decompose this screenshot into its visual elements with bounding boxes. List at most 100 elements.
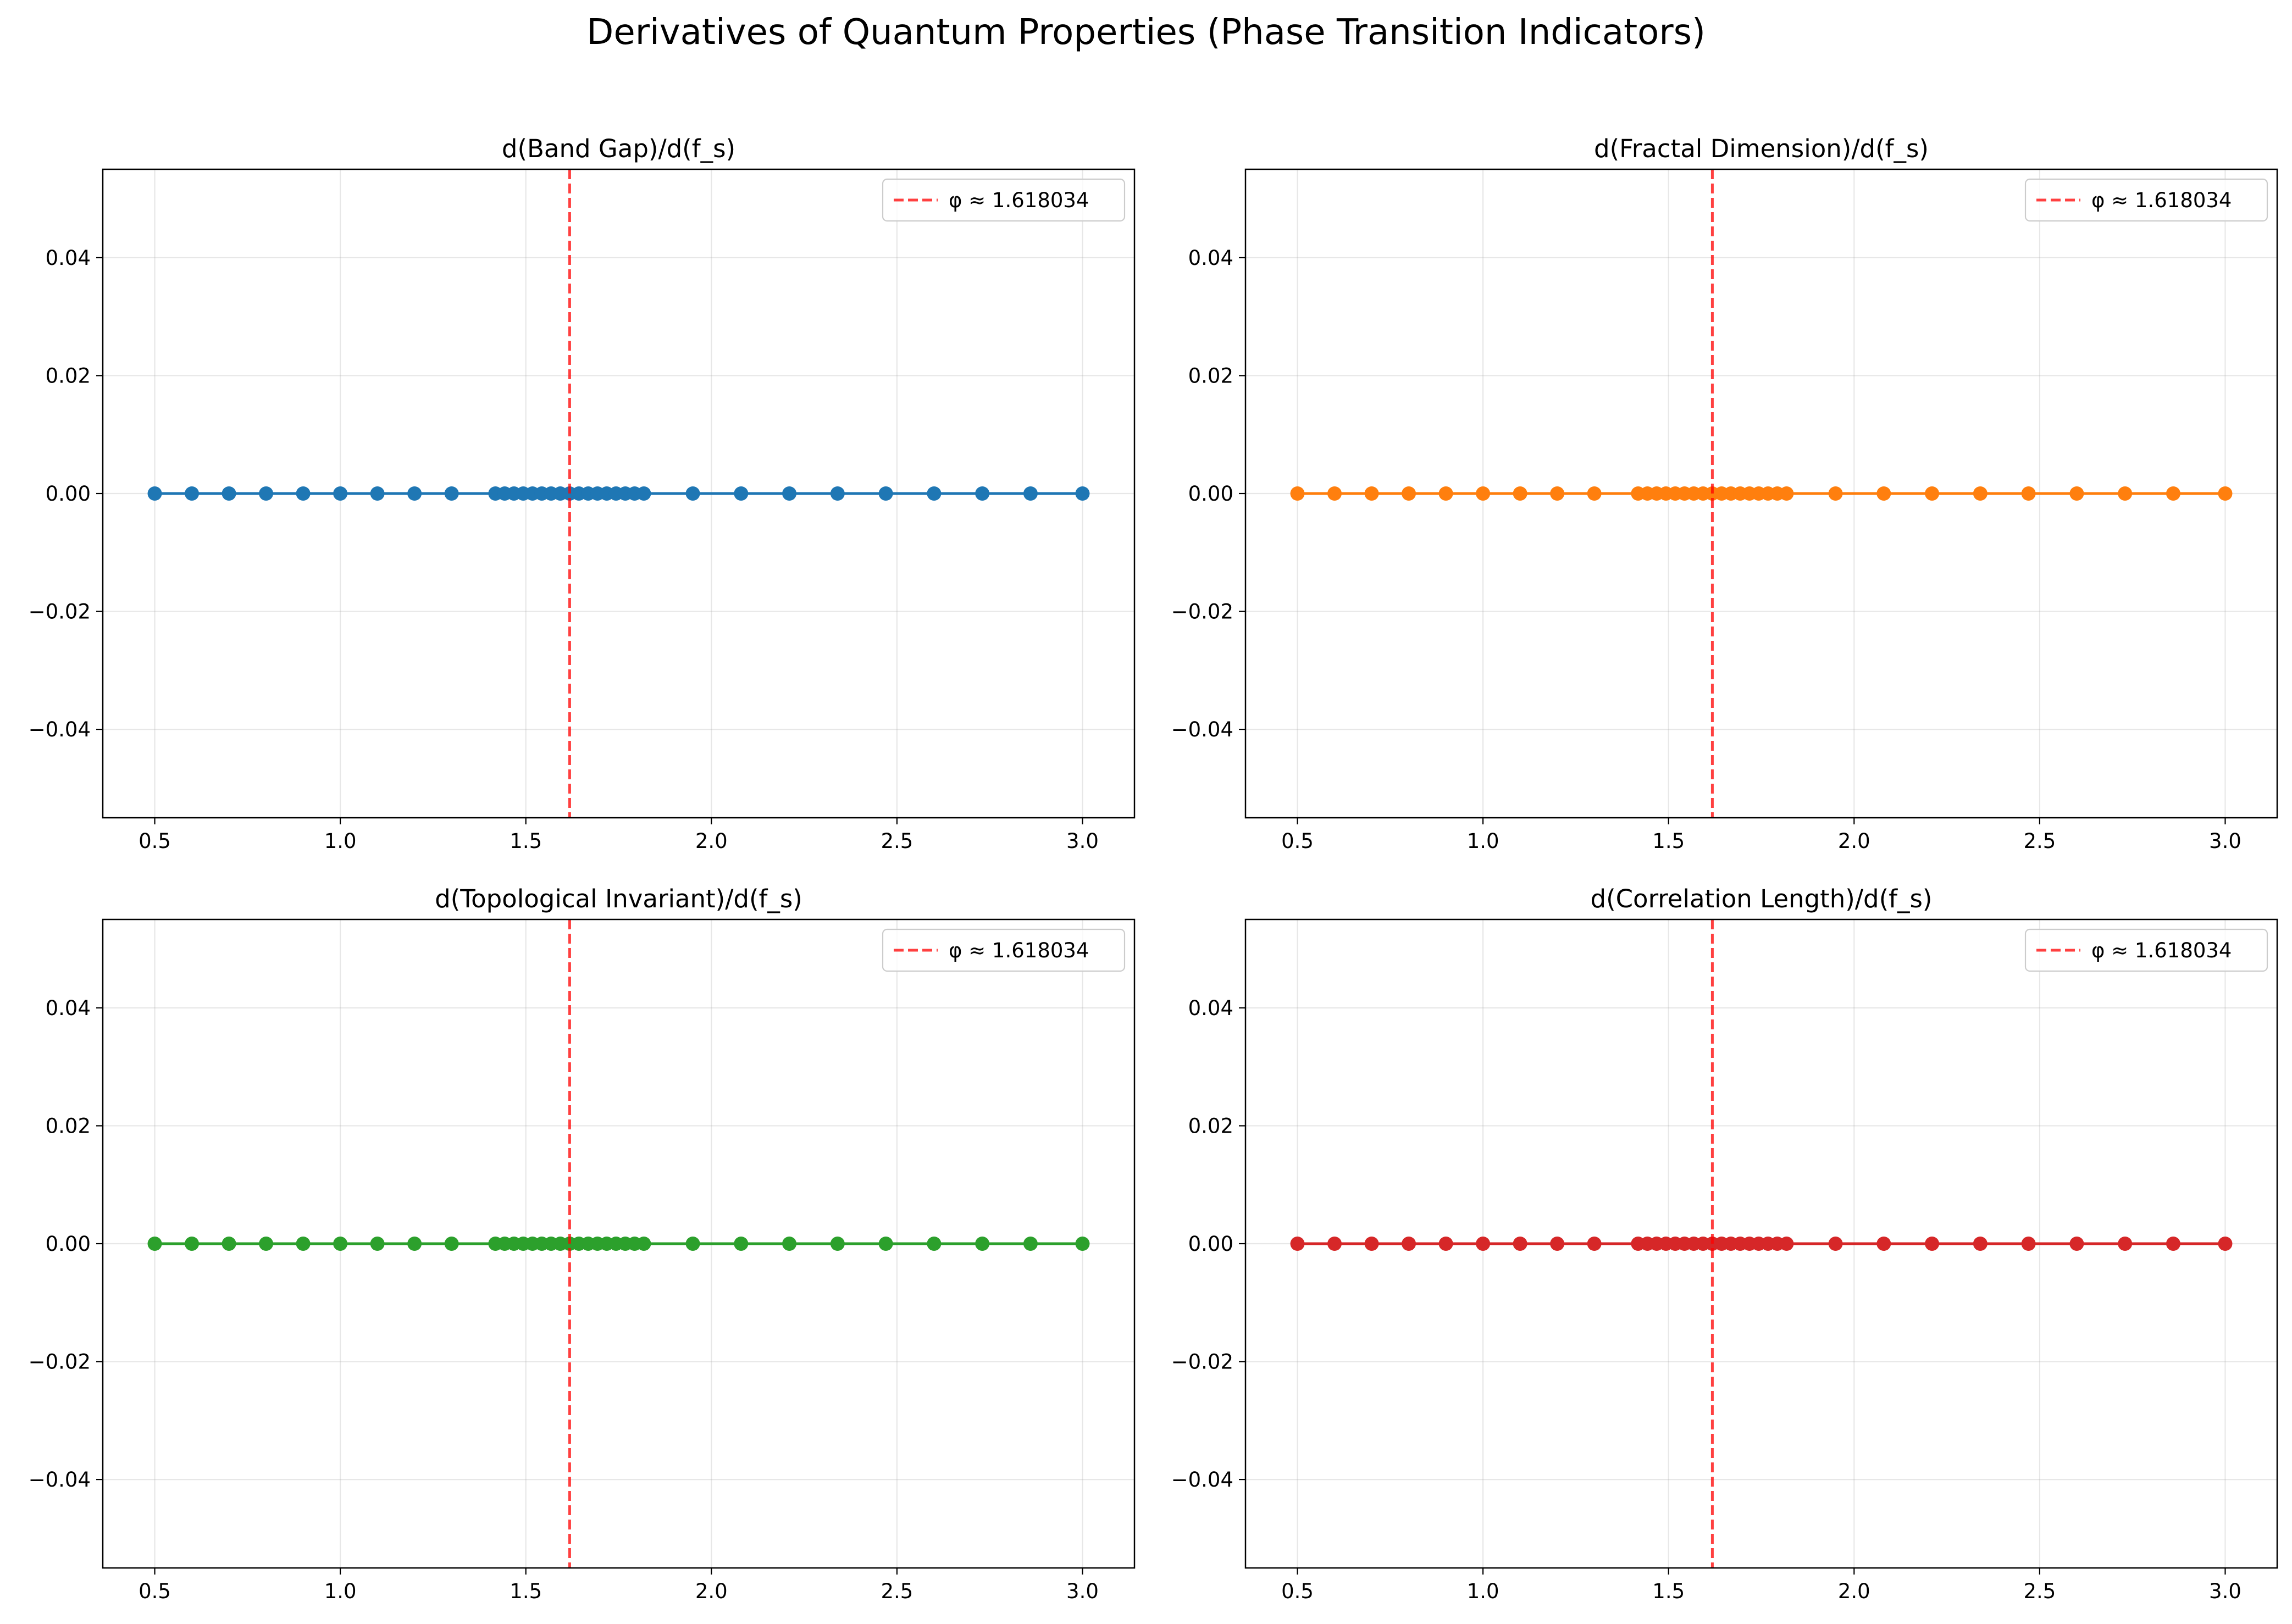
- x-tick-label: 2.5: [2023, 1579, 2056, 1603]
- x-tick-label: 1.0: [324, 1579, 357, 1603]
- x-tick-label: 1.0: [324, 829, 357, 853]
- x-tick-label: 2.5: [881, 829, 913, 853]
- data-point: [1779, 486, 1794, 501]
- data-point: [296, 486, 311, 501]
- data-point: [185, 1237, 200, 1251]
- data-point: [1587, 1237, 1602, 1251]
- data-point: [1779, 1237, 1794, 1251]
- data-point: [407, 486, 422, 501]
- data-point: [685, 486, 700, 501]
- data-point: [830, 486, 845, 501]
- data-point: [1876, 1237, 1891, 1251]
- data-point: [333, 1237, 348, 1251]
- data-point: [1925, 1237, 1940, 1251]
- data-point: [636, 486, 651, 501]
- data-point: [1290, 486, 1305, 501]
- data-point: [2218, 486, 2233, 501]
- y-tick-label: 0.02: [46, 364, 91, 387]
- x-tick-label: 2.0: [695, 829, 728, 853]
- data-point: [2166, 486, 2180, 501]
- x-tick-label: 2.5: [2023, 829, 2056, 853]
- subplot-3: 0.5 1.0 1.5 2.0 2.5 3.0 0.04 0.02 0.00 −0.02 −0.04…: [29, 884, 1136, 1603]
- x-tick-label: 3.0: [1066, 1579, 1099, 1603]
- data-point: [1364, 1237, 1379, 1251]
- data-point: [1828, 1237, 1843, 1251]
- legend: φ ≈ 1.618034: [882, 928, 1126, 972]
- data-point: [734, 1237, 749, 1251]
- legend-box: [882, 178, 1126, 222]
- x-tick-label: 0.5: [139, 1579, 171, 1603]
- data-point: [1327, 1237, 1342, 1251]
- data-point: [782, 1237, 797, 1251]
- legend-label: φ ≈ 1.618034: [2091, 189, 2232, 212]
- axes-frame: [102, 918, 1136, 1569]
- axes-frame: [1244, 168, 2278, 819]
- y-tick-label: −0.04: [1171, 718, 1233, 741]
- y-tick-label: 0.02: [1188, 1114, 1233, 1138]
- data-point: [222, 1237, 236, 1251]
- y-tick-label: 0.04: [1188, 246, 1233, 270]
- data-point: [370, 1237, 385, 1251]
- data-point: [1023, 486, 1038, 501]
- data-point: [636, 1237, 651, 1251]
- y-tick-label: 0.04: [46, 996, 91, 1020]
- axes-frame: [1244, 918, 2278, 1569]
- data-point: [782, 486, 797, 501]
- x-tick-label: 1.0: [1467, 1579, 1499, 1603]
- y-tick-label: −0.04: [29, 1468, 91, 1492]
- x-tick-label: 2.0: [1838, 829, 1870, 853]
- data-point: [147, 486, 162, 501]
- data-point: [2069, 1237, 2084, 1251]
- y-tick-label: 0.00: [46, 482, 91, 506]
- y-tick-label: −0.04: [1171, 1468, 1233, 1492]
- y-tick-label: 0.04: [1188, 996, 1233, 1020]
- legend-box: [2024, 928, 2268, 972]
- x-tick-label: 3.0: [2209, 829, 2241, 853]
- data-point: [2218, 1237, 2233, 1251]
- data-point: [1438, 486, 1453, 501]
- x-tick-label: 2.5: [881, 1579, 913, 1603]
- data-point: [927, 1237, 942, 1251]
- x-tick-label: 0.5: [1281, 1579, 1314, 1603]
- x-tick-label: 1.5: [510, 1579, 542, 1603]
- data-point: [259, 1237, 274, 1251]
- data-point: [1476, 486, 1491, 501]
- axes-frame: [102, 168, 1136, 819]
- data-point: [878, 486, 893, 501]
- data-point: [1925, 486, 1940, 501]
- data-point: [1876, 486, 1891, 501]
- data-point: [370, 486, 385, 501]
- legend: φ ≈ 1.618034: [882, 178, 1126, 222]
- subplot-title: d(Band Gap)/d(f_s): [502, 134, 735, 163]
- y-tick-label: 0.00: [46, 1232, 91, 1256]
- data-point: [2069, 486, 2084, 501]
- subplot-1: 0.5 1.0 1.5 2.0 2.5 3.0 0.04 0.02 0.00 −0.02 −0.04…: [29, 134, 1136, 853]
- data-point: [1513, 486, 1527, 501]
- data-point: [444, 486, 459, 501]
- data-point: [1402, 486, 1416, 501]
- data-point: [685, 1237, 700, 1251]
- data-point: [1828, 486, 1843, 501]
- x-tick-label: 2.0: [1838, 1579, 1870, 1603]
- y-tick-label: −0.02: [1171, 1350, 1233, 1374]
- data-point: [2166, 1237, 2180, 1251]
- data-point: [878, 1237, 893, 1251]
- data-point: [1476, 1237, 1491, 1251]
- legend: φ ≈ 1.618034: [2024, 928, 2268, 972]
- legend-box: [2024, 178, 2268, 222]
- data-point: [1513, 1237, 1527, 1251]
- data-point: [222, 486, 236, 501]
- legend-label: φ ≈ 1.618034: [2091, 939, 2232, 962]
- y-tick-label: 0.02: [46, 1114, 91, 1138]
- x-tick-label: 3.0: [2209, 1579, 2241, 1603]
- data-point: [1075, 1237, 1090, 1251]
- data-point: [975, 486, 990, 501]
- y-tick-label: −0.02: [29, 1350, 91, 1374]
- data-point: [185, 486, 200, 501]
- data-point: [407, 1237, 422, 1251]
- data-point: [259, 486, 274, 501]
- figure-title: Derivatives of Quantum Properties (Phase…: [586, 12, 1706, 53]
- x-tick-label: 1.5: [1652, 1579, 1685, 1603]
- subplot-grid: 0.5 1.0 1.5 2.0 2.5 3.0 0.04 0.02 0.00 −0.02 −0.04…: [29, 134, 2278, 1603]
